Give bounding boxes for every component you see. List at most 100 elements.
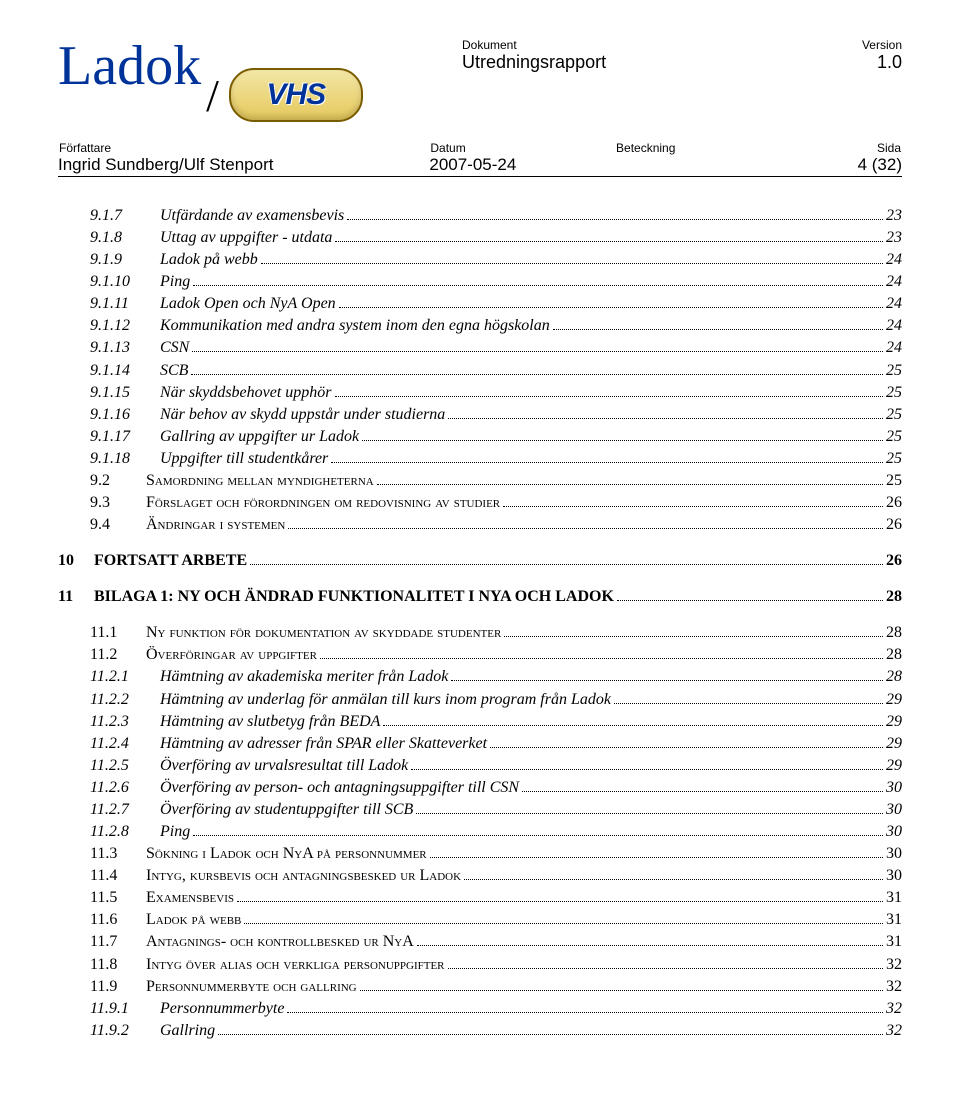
toc-title: Samordning mellan myndigheterna <box>146 470 374 492</box>
toc-title: Ping <box>160 821 190 843</box>
toc-page: 30 <box>886 799 902 821</box>
toc-entry: 11.4Intyg, kursbevis och antagningsbeske… <box>58 865 902 887</box>
date-label: Datum <box>429 140 615 155</box>
toc-entry: 11BILAGA 1: NY OCH ÄNDRAD FUNKTIONALITET… <box>58 586 902 608</box>
toc-entry: 9.1.16När behov av skydd uppstår under s… <box>58 404 902 426</box>
toc-page: 30 <box>886 843 902 865</box>
toc-title: CSN <box>160 337 189 359</box>
toc-title: Ladok på webb <box>146 909 241 931</box>
toc-title: När skyddsbehovet upphör <box>160 382 332 404</box>
toc-number: 11.2.1 <box>90 666 160 688</box>
toc-entry: 9.3Förslaget och förordningen om redovis… <box>58 492 902 514</box>
toc-title: När behov av skydd uppstår under studier… <box>160 404 445 426</box>
toc-number: 11 <box>58 586 94 608</box>
toc-leader-dots <box>339 307 883 308</box>
toc-entry: 11.2.1Hämtning av akademiska meriter frå… <box>58 666 902 688</box>
toc-number: 11.3 <box>90 843 146 865</box>
toc-leader-dots <box>448 418 883 419</box>
toc-number: 9.1.11 <box>90 293 160 315</box>
toc-number: 9.1.8 <box>90 227 160 249</box>
toc-page: 31 <box>886 887 902 909</box>
toc-title: Hämtning av slutbetyg från BEDA <box>160 711 380 733</box>
page-label: Sida <box>801 140 902 155</box>
toc-page: 25 <box>886 470 902 492</box>
toc-number: 11.5 <box>90 887 146 909</box>
toc-title: Överföring av person- och antagningsuppg… <box>160 777 519 799</box>
toc-leader-dots <box>193 285 883 286</box>
designation-label: Beteckning <box>615 140 801 155</box>
toc-number: 9.1.18 <box>90 448 160 470</box>
toc-page: 23 <box>886 205 902 227</box>
toc-page: 24 <box>886 315 902 337</box>
toc-number: 11.9 <box>90 976 146 998</box>
toc-entry: 9.1.8Uttag av uppgifter - utdata 23 <box>58 227 902 249</box>
toc-title: Ladok på webb <box>160 249 258 271</box>
doc-label: Dokument <box>462 38 822 52</box>
toc-entry: 11.6Ladok på webb31 <box>58 909 902 931</box>
toc-entry: 11.9.2Gallring 32 <box>58 1020 902 1042</box>
toc-page: 29 <box>886 711 902 733</box>
toc-entry: 9.4Ändringar i systemen26 <box>58 514 902 536</box>
toc-page: 29 <box>886 755 902 777</box>
header: Ladok / VHS Dokument Utredningsrapport V… <box>58 38 902 122</box>
page-value: 4 (32) <box>801 155 902 177</box>
toc-page: 29 <box>886 733 902 755</box>
toc-number: 9.1.7 <box>90 205 160 227</box>
toc-leader-dots <box>617 600 883 601</box>
toc-leader-dots <box>451 680 883 681</box>
toc-number: 9.1.10 <box>90 271 160 293</box>
toc-page: 26 <box>886 514 902 536</box>
toc-page: 25 <box>886 426 902 448</box>
table-of-contents: 9.1.7Utfärdande av examensbevis239.1.8Ut… <box>58 205 902 1042</box>
designation-value <box>615 155 801 177</box>
toc-number: 10 <box>58 550 94 572</box>
toc-leader-dots <box>191 374 883 375</box>
toc-entry: 11.5Examensbevis31 <box>58 887 902 909</box>
toc-title: SCB <box>160 360 188 382</box>
toc-title: Överföring av studentuppgifter till SCB <box>160 799 413 821</box>
toc-title: BILAGA 1: NY OCH ÄNDRAD FUNKTIONALITET I… <box>94 586 614 608</box>
toc-number: 9.4 <box>90 514 146 536</box>
toc-number: 9.1.17 <box>90 426 160 448</box>
toc-number: 11.7 <box>90 931 146 953</box>
toc-entry: 9.1.13CSN24 <box>58 337 902 359</box>
toc-number: 9.1.9 <box>90 249 160 271</box>
toc-number: 11.9.2 <box>90 1020 160 1042</box>
toc-leader-dots <box>614 703 883 704</box>
toc-title: Hämtning av underlag för anmälan till ku… <box>160 689 611 711</box>
toc-number: 9.3 <box>90 492 146 514</box>
toc-page: 23 <box>886 227 902 249</box>
toc-page: 28 <box>886 644 902 666</box>
toc-page: 26 <box>886 550 902 572</box>
brand-title: Ladok <box>58 38 201 94</box>
toc-title: Personnummerbyte och gallring <box>146 976 357 998</box>
toc-title: Överföring av urvalsresultat till Ladok <box>160 755 408 777</box>
toc-entry: 9.2Samordning mellan myndigheterna25 <box>58 470 902 492</box>
toc-title: Uttag av uppgifter - utdata <box>160 227 332 249</box>
version-label: Version <box>822 38 902 52</box>
toc-leader-dots <box>377 484 883 485</box>
toc-number: 9.1.16 <box>90 404 160 426</box>
toc-page: 32 <box>886 1020 902 1042</box>
toc-page: 31 <box>886 909 902 931</box>
toc-leader-dots <box>411 769 883 770</box>
toc-leader-dots <box>320 658 883 659</box>
toc-title: Gallring <box>160 1020 215 1042</box>
toc-entry: 9.1.9Ladok på webb24 <box>58 249 902 271</box>
toc-leader-dots <box>490 747 883 748</box>
toc-leader-dots <box>503 506 883 507</box>
toc-number: 9.1.14 <box>90 360 160 382</box>
toc-leader-dots <box>362 440 883 441</box>
toc-number: 9.1.13 <box>90 337 160 359</box>
toc-leader-dots <box>192 351 883 352</box>
toc-page: 25 <box>886 404 902 426</box>
toc-leader-dots <box>416 813 883 814</box>
toc-leader-dots <box>193 835 883 836</box>
vhs-logo-text: VHS <box>267 78 326 112</box>
toc-title: Överföringar av uppgifter <box>146 644 317 666</box>
toc-page: 26 <box>886 492 902 514</box>
toc-title: Utfärdande av examensbevis <box>160 205 344 227</box>
toc-number: 11.8 <box>90 954 146 976</box>
toc-page: 32 <box>886 998 902 1020</box>
toc-leader-dots <box>553 329 883 330</box>
